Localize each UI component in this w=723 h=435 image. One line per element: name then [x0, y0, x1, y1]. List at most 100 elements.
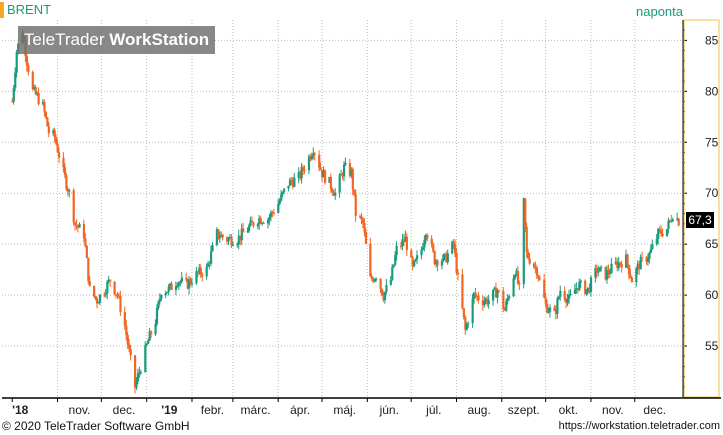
candle-body	[239, 235, 242, 241]
candle-body	[443, 253, 446, 255]
candle-body	[587, 287, 590, 290]
source-url[interactable]: https://workstation.teletrader.com	[558, 420, 720, 432]
candle-body	[420, 249, 423, 256]
candle-body	[404, 236, 407, 243]
candle-body	[513, 275, 517, 279]
watermark-brand: TeleTrader	[23, 30, 105, 49]
candle-body	[199, 267, 202, 275]
candle-body	[385, 284, 388, 292]
candle-body	[553, 307, 556, 311]
candle-body	[616, 261, 619, 269]
candle-body	[436, 260, 439, 266]
candle-body	[14, 72, 17, 88]
candle-body	[414, 259, 417, 262]
candle-body	[230, 237, 233, 246]
candle-body	[310, 155, 314, 160]
candle-body	[430, 238, 433, 245]
candle-body	[323, 170, 327, 183]
candle-body	[145, 343, 148, 346]
candle-body	[160, 295, 163, 299]
x-tick-label: aug.	[467, 403, 490, 417]
candle-body	[277, 203, 280, 213]
candle-body	[271, 212, 274, 214]
candle-body	[128, 344, 131, 349]
candle-body	[332, 192, 335, 196]
candle-body	[227, 238, 230, 242]
x-tick-label: jún.	[379, 403, 399, 417]
candle-body	[402, 239, 406, 243]
candle-body	[104, 293, 107, 295]
candle-body	[144, 345, 147, 372]
candle-body	[433, 251, 436, 265]
candle-body	[117, 295, 121, 297]
candle-body	[280, 194, 283, 201]
candle-body	[474, 292, 477, 296]
candle-body	[312, 153, 315, 156]
x-tick-label: szept.	[508, 403, 540, 417]
candle-body	[534, 267, 537, 269]
candle-body	[452, 241, 455, 245]
candle-body	[600, 266, 603, 268]
candle-body	[135, 381, 138, 388]
candle-body	[569, 293, 572, 295]
candle-body	[322, 170, 325, 178]
candle-body	[445, 253, 448, 263]
candle-body	[246, 231, 249, 233]
candle-body	[220, 234, 223, 238]
candle-body	[217, 229, 220, 238]
copyright-text: © 2020 TeleTrader Software GmbH	[2, 419, 190, 433]
candle-body	[597, 271, 600, 273]
candle-body	[435, 260, 438, 265]
x-tick-label: dec.	[643, 403, 666, 417]
candle-body	[97, 302, 100, 304]
candle-body	[372, 278, 375, 282]
candle-body	[454, 244, 457, 253]
candle-body	[291, 181, 295, 187]
candle-body	[588, 287, 591, 293]
candle-body	[84, 238, 87, 247]
candle-body	[211, 244, 214, 252]
candle-body	[133, 355, 137, 388]
frequency-label[interactable]: naponta	[636, 4, 683, 19]
candle-body	[12, 87, 15, 102]
candle-body	[573, 289, 577, 294]
candle-body	[361, 219, 365, 224]
candle-body	[442, 254, 445, 262]
candle-body	[68, 190, 71, 192]
candle-body	[266, 219, 270, 224]
candle-body	[610, 263, 613, 274]
candle-body	[313, 153, 316, 155]
candle-body	[259, 218, 262, 224]
candle-body	[677, 218, 680, 226]
candle-body	[626, 254, 629, 265]
y-tick-label: 75	[705, 135, 719, 149]
x-tick-label: márc.	[241, 403, 271, 417]
candle-body	[546, 303, 549, 313]
grid-lines	[2, 20, 683, 397]
candle-body	[87, 257, 90, 282]
y-tick-label: 55	[705, 339, 719, 353]
candle-body	[43, 101, 46, 112]
candle-body	[287, 185, 290, 189]
candle-body	[353, 189, 356, 195]
candle-body	[579, 280, 582, 283]
candle-body	[598, 267, 601, 272]
candle-body	[440, 261, 444, 266]
candle-body	[380, 288, 384, 295]
candle-body	[364, 231, 368, 244]
candle-body	[607, 269, 610, 274]
candle-body	[166, 292, 169, 294]
candle-body	[303, 170, 306, 172]
candle-body	[218, 237, 221, 239]
candle-body	[630, 277, 634, 283]
candle-body	[665, 229, 669, 236]
candle-body	[158, 298, 162, 302]
candle-body	[78, 224, 81, 228]
candle-body	[262, 223, 265, 225]
candle-body	[147, 340, 150, 344]
symbol-label[interactable]: BRENT	[0, 2, 51, 18]
candle-body	[589, 277, 593, 293]
candle-body	[655, 238, 658, 245]
candle-body	[261, 223, 264, 225]
